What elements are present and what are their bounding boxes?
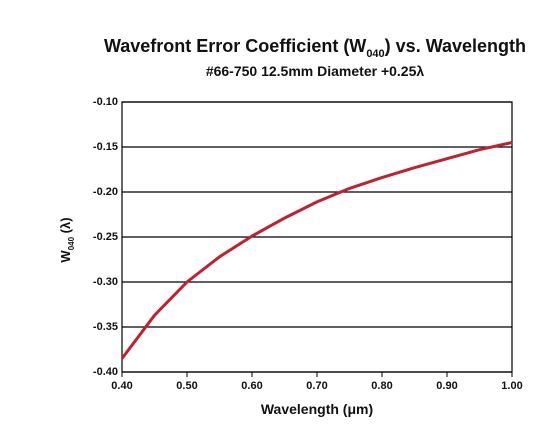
y-tick-label: -0.10	[93, 96, 118, 108]
y-axis-label: W040 (λ)	[58, 217, 76, 262]
x-tick-label: 0.50	[176, 380, 197, 392]
ylabel-part: (λ)	[58, 217, 73, 237]
y-tick-label: -0.35	[93, 321, 118, 333]
x-tick-label: 0.60	[241, 380, 262, 392]
x-axis-label: Wavelength (μm)	[261, 401, 373, 417]
y-tick-label: -0.40	[93, 366, 118, 378]
x-tick-label: 0.80	[371, 380, 392, 392]
chart-subtitle: #66-750 12.5mm Diameter +0.25λ	[206, 63, 425, 79]
ylabel-subscript: 040	[67, 236, 76, 250]
x-tick-label: 1.00	[501, 380, 522, 392]
data-line	[120, 141, 513, 360]
title-subscript: 040	[366, 48, 384, 60]
title-part: Wavefront Error Coefficient (W	[104, 36, 366, 56]
x-tick-label: 0.90	[436, 380, 457, 392]
ylabel-part: W	[58, 250, 73, 263]
y-tick-label: -0.20	[93, 186, 118, 198]
x-tick-label: 0.40	[111, 380, 132, 392]
y-tick-label: -0.30	[93, 276, 118, 288]
chart-title: Wavefront Error Coefficient (W040) vs. W…	[104, 36, 526, 60]
plot-frame	[121, 101, 513, 373]
title-part: ) vs. Wavelength	[385, 36, 526, 56]
x-tick-label: 0.70	[306, 380, 327, 392]
y-tick-label: -0.15	[93, 141, 118, 153]
y-tick-label: -0.25	[93, 231, 118, 243]
